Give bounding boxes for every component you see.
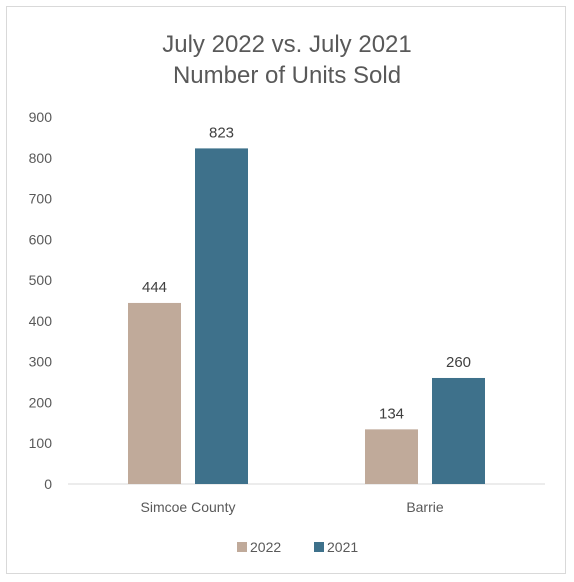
y-tick-label: 600 — [29, 231, 53, 247]
bars — [128, 148, 485, 484]
bar-2021-simcoe-county — [195, 148, 248, 484]
data-label: 134 — [379, 405, 404, 422]
y-tick-label: 100 — [29, 435, 53, 451]
y-tick-label: 400 — [29, 313, 53, 329]
chart-title-line-2: Number of Units Sold — [172, 62, 402, 89]
bar-2021-barrie — [432, 377, 485, 484]
data-labels: 444 823 134 260 — [142, 124, 471, 422]
y-tick-label: 200 — [29, 394, 53, 410]
y-tick-label: 0 — [44, 476, 52, 492]
legend-swatch-2022 — [237, 542, 247, 552]
y-axis-ticks: 0 100 200 300 400 500 600 700 800 900 — [29, 109, 53, 492]
chart-title-line-1: July 2022 vs. July 2021 — [162, 31, 412, 58]
bar-2022-simcoe-county — [128, 302, 181, 484]
legend-label-2022: 2022 — [250, 539, 281, 555]
legend-label-2021: 2021 — [327, 539, 358, 555]
x-axis-ticks: Simcoe County Barrie — [141, 499, 444, 515]
y-tick-label: 800 — [29, 150, 53, 166]
y-tick-label: 300 — [29, 354, 53, 370]
legend: 2022 2021 — [237, 539, 358, 555]
y-tick-label: 700 — [29, 191, 53, 207]
y-tick-label: 500 — [29, 272, 53, 288]
x-tick-label: Simcoe County — [141, 499, 236, 515]
data-label: 260 — [446, 354, 471, 371]
data-label: 823 — [209, 124, 234, 141]
x-tick-label: Barrie — [406, 499, 444, 515]
bar-2022-barrie — [365, 429, 418, 484]
y-tick-label: 900 — [29, 109, 53, 125]
data-label: 444 — [142, 279, 167, 296]
legend-swatch-2021 — [314, 542, 324, 552]
